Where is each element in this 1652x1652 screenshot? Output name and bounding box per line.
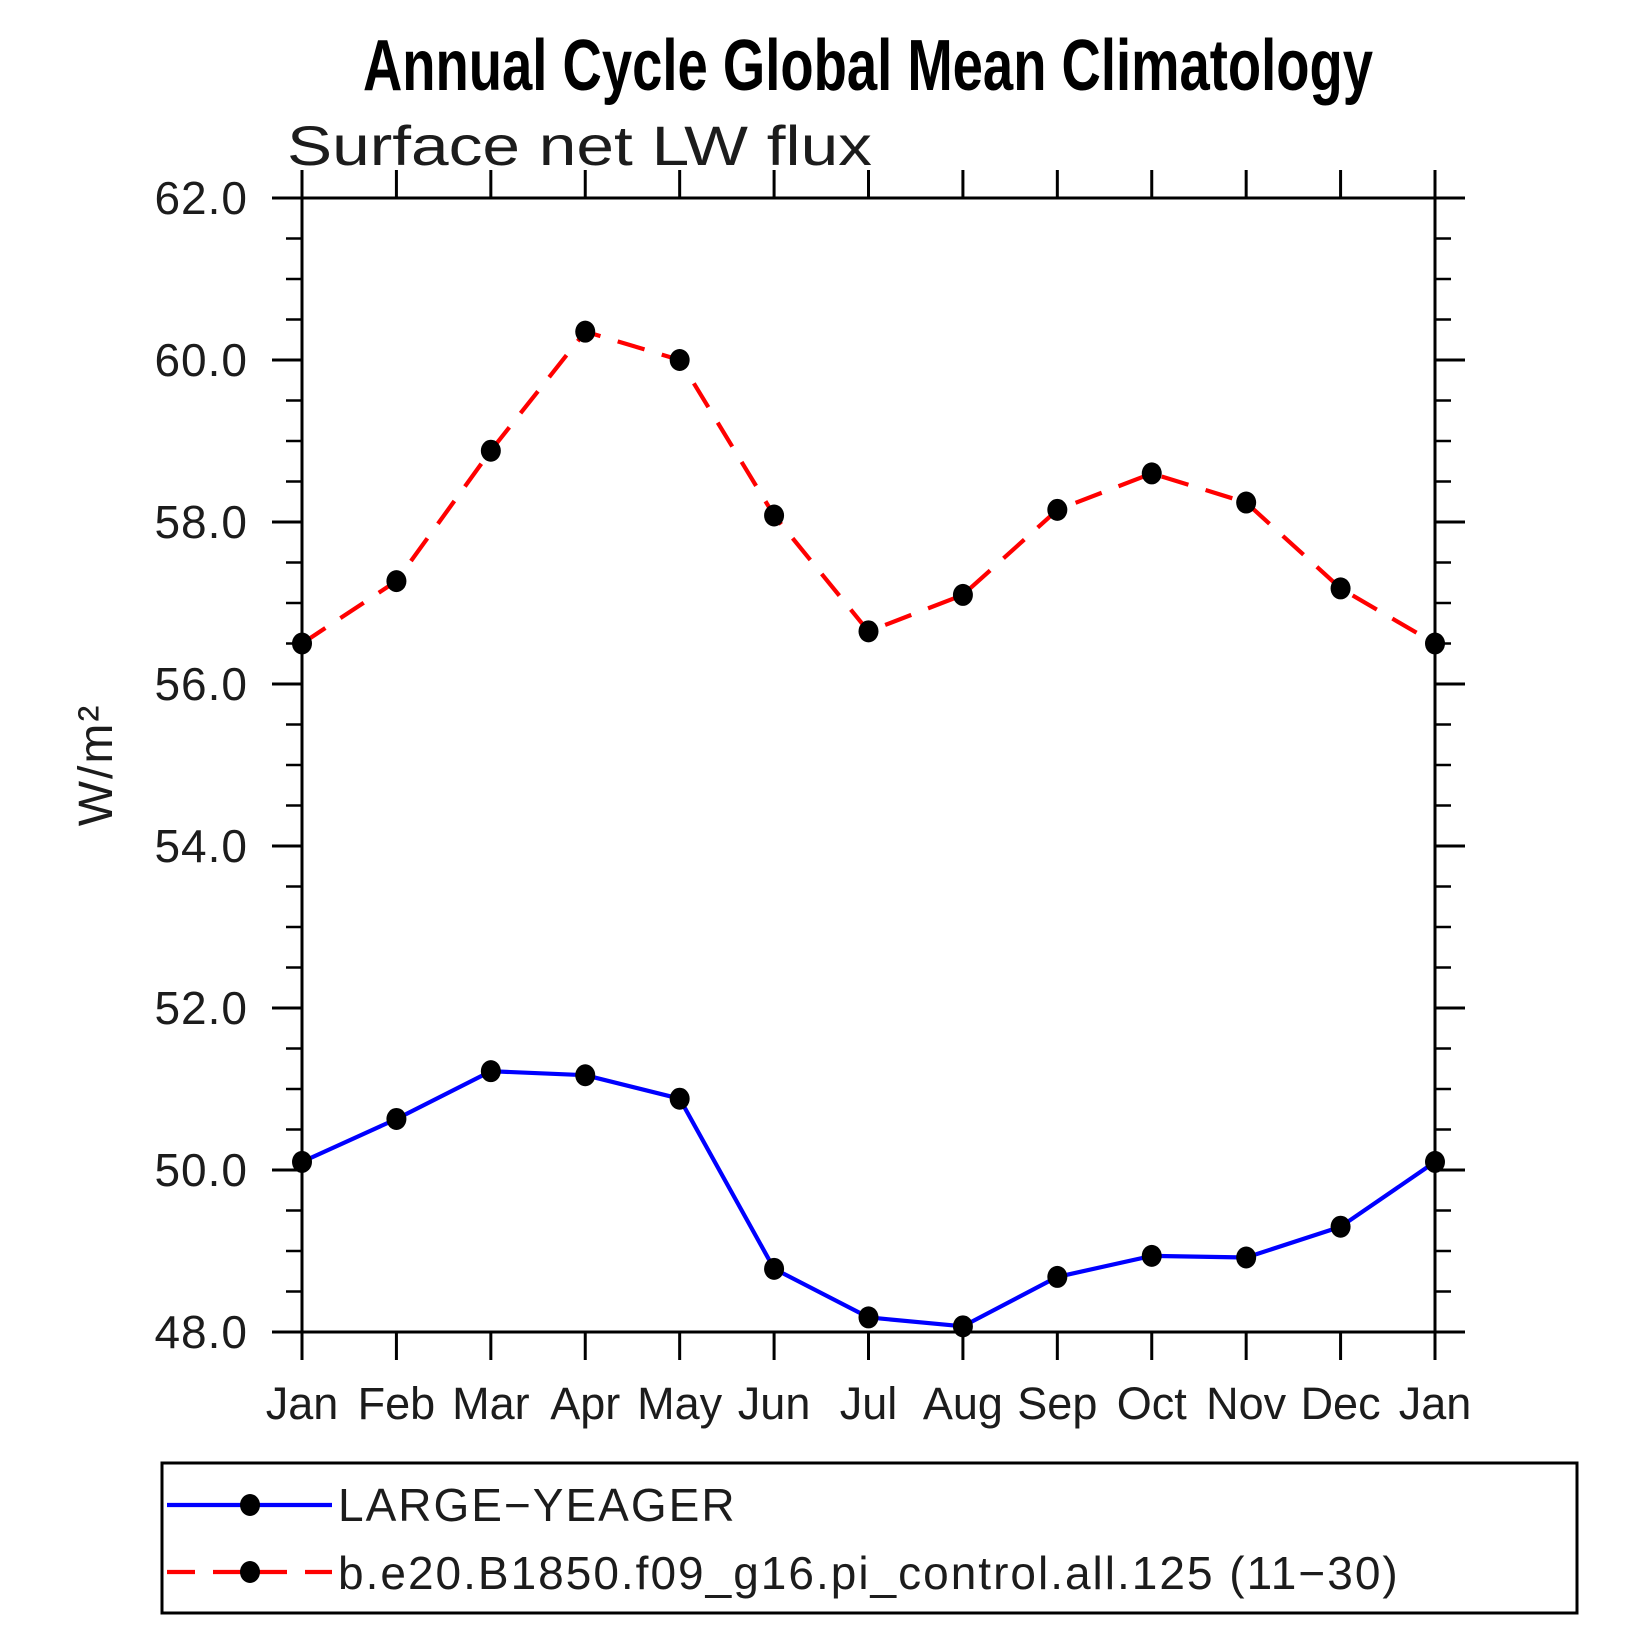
x-month-label: Aug bbox=[923, 1378, 1003, 1429]
y-tick-label: 62.0 bbox=[154, 172, 248, 224]
y-tick-label: 60.0 bbox=[154, 334, 248, 386]
legend-label-large-yeager: LARGE−YEAGER bbox=[338, 1479, 737, 1531]
x-month-label: Oct bbox=[1117, 1378, 1188, 1429]
data-point-marker-series-0 bbox=[669, 1087, 690, 1110]
series-line-0 bbox=[301, 1069, 1437, 1329]
x-month-label: Jan bbox=[1399, 1378, 1472, 1429]
x-month-label: Nov bbox=[1206, 1378, 1287, 1429]
x-month-label: Jun bbox=[738, 1378, 811, 1429]
data-point-marker-series-1 bbox=[386, 570, 407, 593]
plot-box bbox=[300, 196, 1437, 1334]
data-point-marker-series-1 bbox=[1141, 462, 1162, 485]
x-month-label: Feb bbox=[358, 1378, 436, 1429]
data-point-marker-series-1 bbox=[952, 583, 973, 606]
data-point-marker-series-1 bbox=[858, 620, 879, 643]
legend-item-large-yeager: LARGE−YEAGER bbox=[167, 1479, 737, 1531]
y-axis-unit-label: W/m² bbox=[70, 704, 123, 827]
x-month-label: Jan bbox=[266, 1378, 339, 1429]
plot-subtitle: Surface net LW flux bbox=[287, 114, 872, 177]
x-month-label: Apr bbox=[550, 1378, 620, 1429]
y-tick-label: 54.0 bbox=[154, 820, 248, 872]
data-point-marker-series-1 bbox=[764, 504, 785, 527]
y-tick-label: 50.0 bbox=[154, 1144, 248, 1196]
page-title: Annual Cycle Global Mean Climatology bbox=[363, 26, 1373, 106]
y-tick-label: 52.0 bbox=[154, 982, 248, 1034]
data-point-marker-series-0 bbox=[1047, 1265, 1068, 1288]
y-tick-label: 48.0 bbox=[154, 1306, 248, 1358]
plot-area: 48.0 50.0 52.0 54.0 56.0 58.0 60.0 62.0 Jan Feb Ma… bbox=[154, 170, 1471, 1429]
legend-label-control-run: b.e20.B1850.f09_g16.pi_control.all.125 (… bbox=[338, 1547, 1400, 1599]
x-month-label: Mar bbox=[452, 1378, 530, 1429]
data-point-marker-series-0 bbox=[858, 1306, 879, 1329]
data-point-marker-series-0 bbox=[575, 1064, 596, 1087]
data-point-marker-series-1 bbox=[1425, 632, 1445, 655]
series-line-1 bbox=[300, 329, 1437, 646]
legend-item-control-run: b.e20.B1850.f09_g16.pi_control.all.125 (… bbox=[167, 1547, 1400, 1599]
data-point-marker-series-1 bbox=[1330, 577, 1351, 600]
legend-sample-marker-1 bbox=[240, 1561, 260, 1583]
data-point-marker-series-0 bbox=[1236, 1246, 1257, 1269]
legend-line-sample-dashed bbox=[167, 1561, 332, 1583]
data-point-marker-series-0 bbox=[386, 1107, 407, 1130]
data-point-marker-series-0 bbox=[1330, 1215, 1351, 1238]
y-tick-label: 56.0 bbox=[154, 658, 248, 710]
x-month-label: Dec bbox=[1301, 1378, 1381, 1429]
data-point-marker-series-0 bbox=[764, 1257, 785, 1280]
legend: LARGE−YEAGER b.e20.B1850.f09_g16.pi_cont… bbox=[160, 1461, 1579, 1615]
data-point-marker-series-0 bbox=[480, 1060, 501, 1083]
data-point-marker-series-0 bbox=[952, 1315, 973, 1338]
x-month-label: May bbox=[637, 1378, 723, 1429]
data-point-marker-series-1 bbox=[1047, 498, 1068, 521]
data-point-marker-series-0 bbox=[1425, 1150, 1445, 1173]
data-point-marker-series-1 bbox=[292, 632, 312, 655]
legend-box bbox=[160, 1461, 1579, 1615]
data-point-marker-series-1 bbox=[1236, 491, 1257, 514]
data-point-marker-series-0 bbox=[292, 1150, 312, 1173]
data-point-marker-series-1 bbox=[669, 349, 690, 371]
legend-line-sample-solid bbox=[167, 1494, 332, 1516]
data-point-marker-series-1 bbox=[480, 439, 501, 462]
legend-sample-marker-0 bbox=[240, 1494, 260, 1516]
data-point-marker-series-0 bbox=[1141, 1244, 1162, 1267]
x-month-label: Jul bbox=[840, 1378, 898, 1429]
x-month-label: Sep bbox=[1017, 1378, 1097, 1429]
y-tick-label: 58.0 bbox=[154, 496, 248, 548]
data-point-marker-series-1 bbox=[575, 320, 596, 343]
